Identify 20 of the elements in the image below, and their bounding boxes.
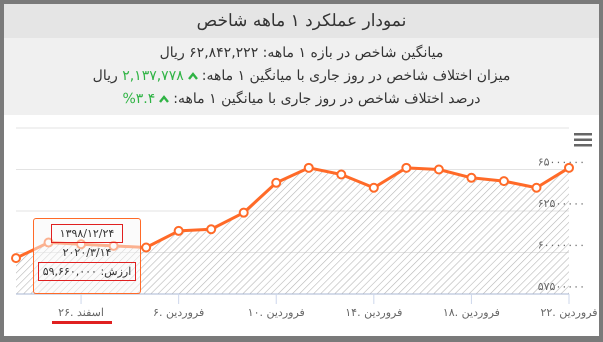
annotation: ۱۳۹۸/۱۲/۲۴ — [50, 224, 124, 243]
x-tick-label: ۱۴. فروردین — [345, 306, 402, 319]
x-tick-label: ۲۶. اسفند — [58, 306, 104, 319]
x-tick-label: ۱۰. فروردین — [248, 306, 305, 319]
x-tick-label: ۲۲. فروردین — [540, 306, 598, 319]
x-tick-label: ۱۸. فروردین — [442, 306, 500, 319]
annotation: ارزش: ۵۹,۶۶۰,۰۰۰ — [38, 262, 136, 281]
text: میانگین شاخص در بازه ۱ ماهه: ۶۲,۸۴۲,۲۲۲ ریال — [160, 45, 444, 61]
text: میزان اختلاف شاخص در روز جاری با میانگین ۱ ماهه: — [202, 66, 510, 86]
annotation: ۲۰۲۰/۳/۱۴ — [62, 246, 112, 259]
y-tick-label: ۶۲۵۰۰۰۰۰ — [538, 197, 585, 210]
y-tick-label: ۶۵۰۰۰۰۰۰ — [538, 156, 585, 168]
y-tick-label: ۶۰۰۰۰۰۰۰ — [538, 238, 585, 252]
x-tick-label: ۶. فروردین — [153, 306, 204, 319]
text: ۲,۱۳۷,۷۷۸ — [122, 67, 184, 86]
y-tick-label: ۵۷۵۰۰۰۰۰ — [538, 280, 585, 293]
text: درصد اختلاف شاخص در روز جاری با میانگین ۱ ماهه: — [173, 90, 480, 109]
chart-title: نمودار عملکرد ۱ ماهه شاخص — [4, 4, 599, 38]
text: %۳.۴ — [122, 90, 156, 109]
text: ریال — [92, 67, 118, 86]
